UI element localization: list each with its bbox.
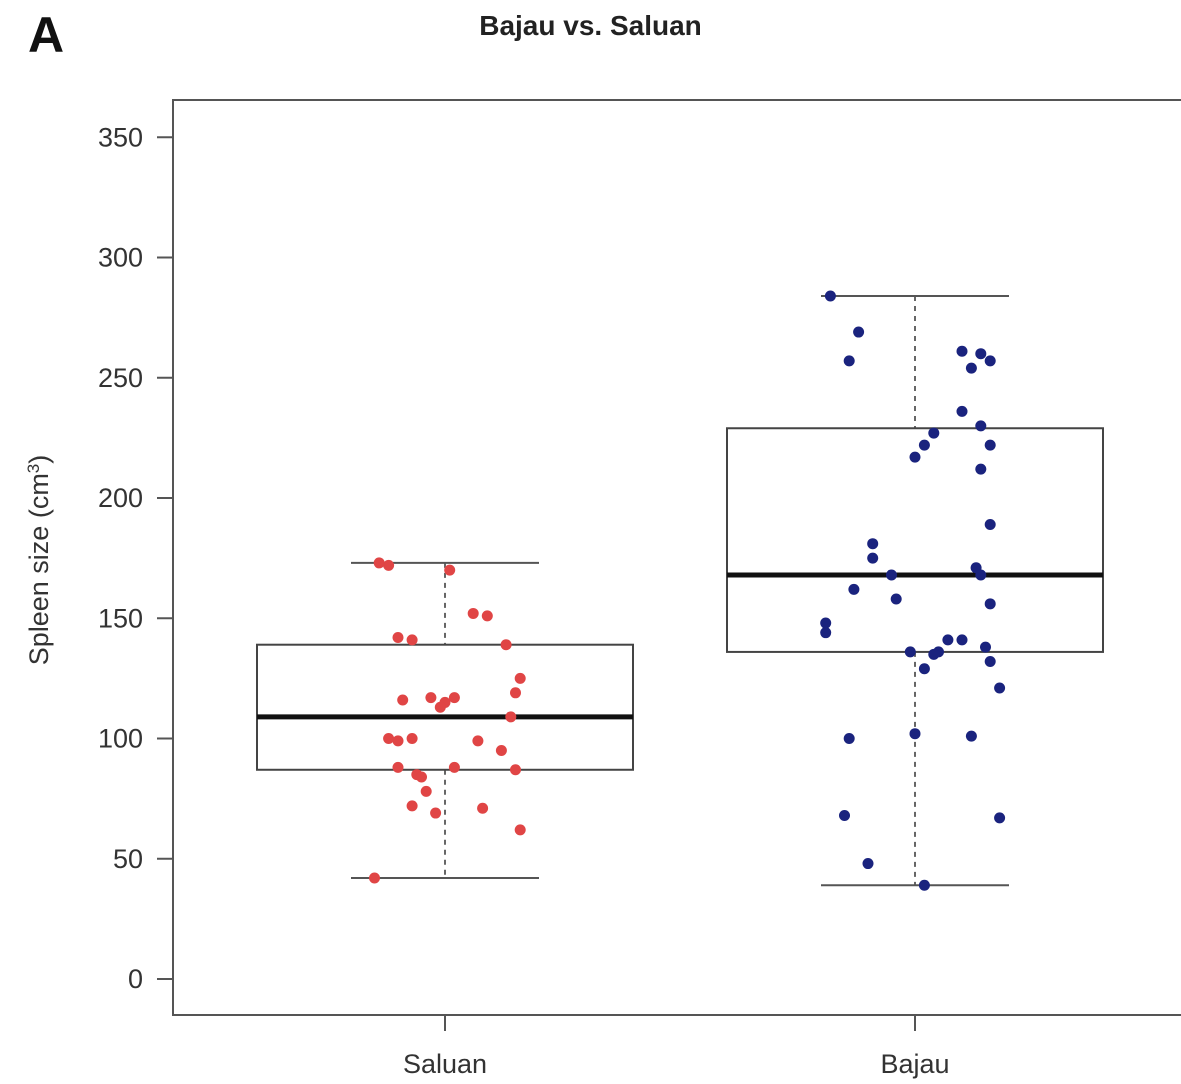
data-points xyxy=(369,290,1006,891)
bajau-point-38 xyxy=(994,812,1006,824)
bajau-point-14 xyxy=(984,518,996,530)
saluan-point-25 xyxy=(416,771,427,783)
saluan-point-22 xyxy=(448,761,460,773)
bajau-point-16 xyxy=(867,552,879,564)
bajau-point-27 xyxy=(980,641,991,653)
saluan-point-23 xyxy=(510,764,521,776)
saluan-point-18 xyxy=(392,735,404,747)
saluan-point-14 xyxy=(448,692,460,704)
y-tick-label-0: 0 xyxy=(128,964,143,994)
saluan-point-13 xyxy=(434,701,446,713)
y-axis-title: Spleen size (cm3) xyxy=(24,455,55,666)
panel-letter: A xyxy=(28,7,65,63)
bajau-point-3 xyxy=(956,345,968,357)
saluan-point-19 xyxy=(472,735,484,747)
bajau-point-13 xyxy=(975,463,987,475)
bajau-point-33 xyxy=(994,682,1006,694)
bajau-point-6 xyxy=(965,362,977,374)
y-tick-label-50: 50 xyxy=(113,844,143,874)
y-axis: 0 50 100 150 200 250 300 350 xyxy=(98,122,173,994)
saluan-point-29 xyxy=(477,802,489,814)
y-tick-label-200: 200 xyxy=(98,483,143,513)
bajau-point-28 xyxy=(904,646,916,658)
bajau-point-23 xyxy=(820,617,832,629)
x-tick-label-saluan: Saluan xyxy=(403,1049,487,1079)
y-tick-label-300: 300 xyxy=(98,243,143,273)
saluan-point-21 xyxy=(392,761,404,773)
bajau-point-2 xyxy=(843,355,855,367)
saluan-point-4 xyxy=(481,610,493,622)
bajau-point-20 xyxy=(975,569,987,581)
x-tick-label-bajau: Bajau xyxy=(880,1049,949,1079)
saluan-point-9 xyxy=(510,687,521,699)
saluan-point-11 xyxy=(425,692,437,704)
bajau-point-35 xyxy=(909,728,921,740)
y-tick-label-350: 350 xyxy=(98,122,143,152)
x-axis: Saluan Bajau xyxy=(403,1015,950,1079)
saluan-point-6 xyxy=(392,631,404,643)
bajau-point-10 xyxy=(918,439,930,451)
bajau-point-18 xyxy=(886,569,897,581)
bajau-point-4 xyxy=(975,348,987,360)
y-tick-label-250: 250 xyxy=(98,363,143,393)
saluan-point-31 xyxy=(369,872,380,884)
chart-title: Bajau vs. Saluan xyxy=(479,10,702,41)
plot-frame xyxy=(172,99,1181,1016)
bajau-point-17 xyxy=(848,583,860,595)
bajau-point-39 xyxy=(862,858,874,870)
saluan-point-7 xyxy=(406,634,418,646)
bajau-point-34 xyxy=(843,733,855,744)
bajau-point-9 xyxy=(928,427,940,439)
bajau-point-11 xyxy=(984,439,996,451)
bajau-point-12 xyxy=(909,451,921,463)
bajau-point-26 xyxy=(956,634,968,646)
saluan-point-10 xyxy=(397,694,409,706)
bajau-point-21 xyxy=(890,593,902,605)
bajau-point-7 xyxy=(956,405,968,417)
bajau-point-0 xyxy=(824,290,836,302)
bajau-point-1 xyxy=(853,326,865,338)
saluan-box xyxy=(256,643,634,771)
bajau-point-32 xyxy=(918,663,930,675)
bajau-point-31 xyxy=(984,656,996,668)
saluan-point-1 xyxy=(383,559,395,571)
bajau-point-36 xyxy=(965,730,977,742)
saluan-point-20 xyxy=(495,745,507,757)
saluan-point-26 xyxy=(420,785,432,797)
saluan-point-17 xyxy=(406,733,418,744)
saluan-point-15 xyxy=(505,711,517,723)
saluan-point-30 xyxy=(514,824,526,836)
bajau-point-37 xyxy=(839,809,850,821)
bajau-point-5 xyxy=(984,355,996,367)
y-tick-label-150: 150 xyxy=(98,603,143,633)
saluan-point-2 xyxy=(444,564,456,576)
bajau-point-8 xyxy=(975,420,987,432)
saluan-point-27 xyxy=(406,800,418,812)
saluan-point-3 xyxy=(467,607,479,619)
y-tick-label-100: 100 xyxy=(98,724,143,754)
bajau-point-15 xyxy=(867,538,879,550)
bajau-point-30 xyxy=(928,648,940,660)
bajau-point-22 xyxy=(984,598,996,610)
boxes xyxy=(256,294,1104,887)
saluan-point-28 xyxy=(430,807,442,819)
saluan-point-5 xyxy=(500,639,512,651)
bajau-point-24 xyxy=(820,627,832,639)
bajau-point-40 xyxy=(918,879,930,891)
saluan-point-16 xyxy=(383,733,395,744)
saluan-point-8 xyxy=(514,672,526,684)
saluan-point-0 xyxy=(373,557,385,569)
bajau-point-25 xyxy=(942,634,954,646)
